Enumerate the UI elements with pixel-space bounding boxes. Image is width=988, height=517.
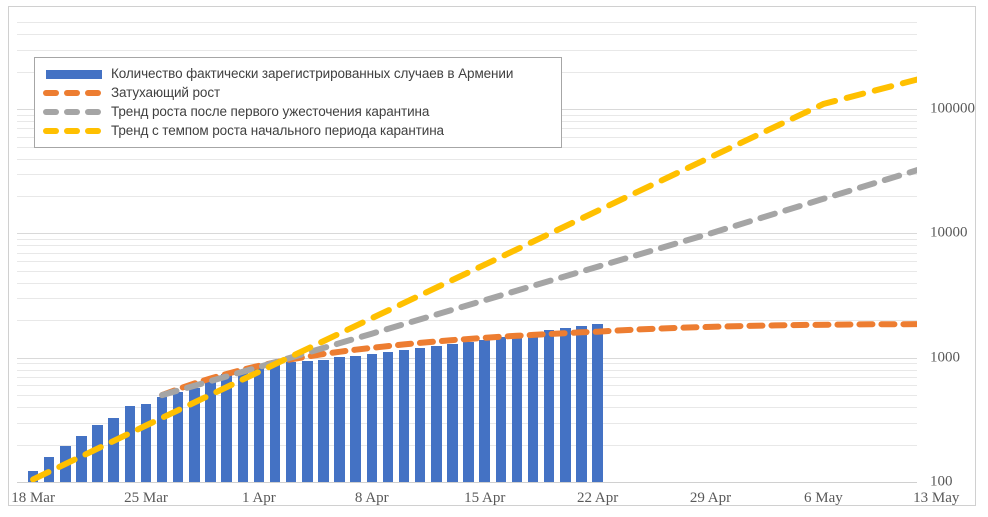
legend-item: Затухающий рост — [43, 83, 553, 102]
gridline-minor — [17, 270, 917, 272]
bar — [495, 336, 507, 482]
gridline-minor — [17, 245, 917, 247]
bar — [527, 332, 539, 482]
legend-swatch-initial-quarantine-trend — [43, 124, 105, 138]
x-axis-tick-label: 18 Mar — [11, 490, 55, 506]
gridline-major — [17, 233, 917, 235]
axis-baseline — [17, 482, 917, 483]
bar — [560, 327, 571, 482]
bar — [447, 343, 458, 482]
bar — [463, 341, 474, 482]
bar — [302, 361, 313, 482]
x-axis-tick-label: 6 May — [804, 490, 843, 506]
gridline-minor — [17, 158, 917, 160]
legend-swatch-post-quarantine-trend — [43, 105, 105, 119]
bar — [124, 406, 136, 482]
x-axis-tick-label: 15 Apr — [464, 490, 506, 506]
gridline-minor — [17, 22, 917, 24]
chart-legend: Количество фактически зарегистрированных… — [34, 57, 562, 148]
bar — [205, 379, 216, 482]
chart-frame: 100 1000 10000 100000 18 Mar 25 Mar 1 Apr 8 Ap… — [8, 6, 976, 506]
bar — [318, 359, 329, 482]
bar — [366, 354, 378, 482]
gridline-minor — [17, 34, 917, 36]
y-axis-tick-label: 100000 — [930, 100, 975, 117]
legend-label-cases: Количество фактически зарегистрированных… — [111, 66, 514, 81]
x-axis-tick-label: 1 Apr — [242, 490, 276, 506]
legend-swatch-damped-growth — [43, 86, 105, 100]
gridline-minor — [17, 261, 917, 262]
bar — [543, 329, 555, 482]
gridline-minor — [17, 282, 917, 284]
bar — [511, 335, 523, 482]
gridline-minor — [17, 320, 917, 322]
bar — [285, 362, 297, 482]
legend-label-post-quarantine-trend: Тренд роста после первого ужесточения ка… — [111, 104, 430, 119]
bar — [156, 397, 168, 482]
bar — [189, 388, 200, 482]
gridline-minor — [17, 239, 917, 241]
bar — [221, 374, 232, 482]
x-axis-tick-label: 13 May — [913, 490, 960, 506]
bar — [76, 435, 87, 482]
legend-label-initial-quarantine-trend: Тренд с темпом роста начального периода … — [111, 123, 444, 138]
gridline-minor — [17, 298, 917, 300]
bar — [398, 349, 410, 482]
bar — [253, 367, 265, 482]
bar — [237, 371, 249, 482]
bar — [27, 471, 39, 482]
bar — [108, 417, 119, 482]
x-axis-tick-label: 22 Apr — [576, 490, 619, 506]
y-axis-tick-label: 100 — [930, 473, 953, 490]
bar — [431, 345, 442, 482]
bar — [350, 355, 361, 482]
bar — [269, 364, 281, 482]
bar — [140, 404, 152, 482]
legend-item: Тренд роста после первого ужесточения ка… — [43, 102, 553, 121]
bar — [479, 339, 490, 482]
gridline-minor — [17, 196, 917, 197]
bar — [414, 347, 426, 482]
legend-item: Количество фактически зарегистрированных… — [43, 64, 553, 83]
gridline-minor — [17, 252, 917, 254]
y-axis-tick-label: 10000 — [930, 224, 968, 241]
legend-label-damped-growth: Затухающий рост — [111, 85, 221, 100]
bar — [172, 391, 184, 482]
bar — [592, 324, 603, 482]
bar — [60, 446, 71, 482]
bar — [576, 325, 587, 482]
bar — [334, 357, 345, 482]
gridline-minor — [17, 49, 917, 51]
y-axis-tick-label: 1000 — [930, 349, 960, 366]
gridline-minor — [17, 174, 917, 176]
trend-line — [159, 167, 917, 399]
bar — [382, 352, 394, 482]
legend-item: Тренд с темпом роста начального периода … — [43, 121, 553, 140]
legend-swatch-cases — [43, 67, 105, 81]
x-axis-tick-label: 25 Mar — [124, 490, 168, 506]
bar — [92, 424, 103, 482]
x-axis-tick-label: 29 Apr — [689, 490, 732, 506]
x-axis-tick-label: 8 Apr — [354, 490, 389, 506]
bar — [43, 456, 55, 482]
